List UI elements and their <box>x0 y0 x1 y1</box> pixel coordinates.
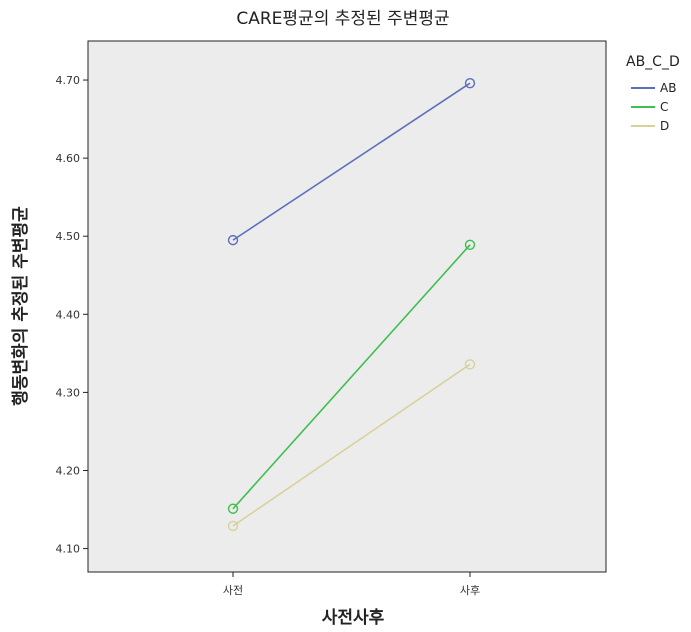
y-tick-label: 4.60 <box>56 152 81 165</box>
y-tick-label: 4.70 <box>56 74 81 87</box>
legend-label: C <box>660 100 668 114</box>
y-axis-ticks: 4.10 4.20 4.30 4.40 4.50 4.60 4.70 <box>56 74 88 556</box>
data-point <box>227 520 239 532</box>
chart-title: CARE평균의 추정된 주변평균 <box>236 9 449 29</box>
plot-area <box>87 40 607 573</box>
y-tick-label: 4.30 <box>56 386 81 399</box>
y-tick-label: 4.10 <box>56 543 81 556</box>
legend-item-d: D <box>631 119 669 133</box>
series-line <box>232 82 471 241</box>
data-point <box>227 234 239 246</box>
x-tick-label: 사전 <box>223 584 243 597</box>
data-point <box>464 77 476 89</box>
data-point <box>464 239 476 251</box>
series-line <box>232 244 471 510</box>
legend-item-c: C <box>631 100 668 114</box>
series-d <box>227 359 476 532</box>
data-point <box>464 359 476 370</box>
legend: AB_C_D AB CD <box>626 54 680 133</box>
y-tick-label: 4.50 <box>56 230 81 243</box>
series-c <box>227 239 476 514</box>
y-tick-label: 4.40 <box>56 308 81 321</box>
legend-title: AB_C_D <box>626 54 680 70</box>
x-tick-label: 사후 <box>460 584 480 597</box>
y-axis-label: 행동변화의 추정된 주변평균 <box>11 206 31 406</box>
series-layer <box>227 77 476 532</box>
x-axis-ticks: 사전 사후 <box>223 572 480 597</box>
y-tick-label: 4.20 <box>56 464 81 477</box>
series-ab <box>227 77 476 246</box>
legend-label: D <box>660 119 669 133</box>
legend-label: AB <box>660 81 676 95</box>
series-line <box>232 363 471 527</box>
legend-item-ab: AB <box>631 81 676 95</box>
data-point <box>227 503 239 514</box>
x-axis-label: 사전사후 <box>322 607 385 628</box>
